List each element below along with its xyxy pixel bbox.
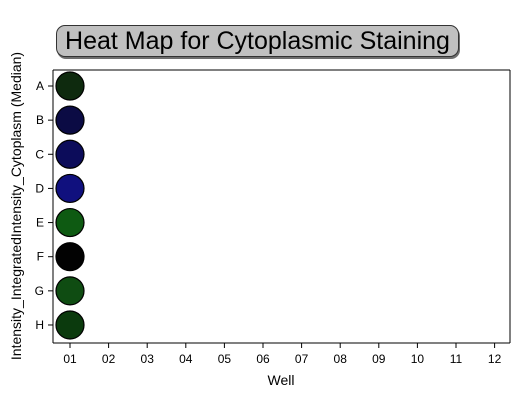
y-axis-label: Intensity_IntegratedIntensity_Cytoplasm … — [8, 52, 24, 360]
y-tick-label-c: C — [35, 147, 44, 161]
well-f01[interactable] — [55, 242, 85, 272]
y-tick-label-h: H — [35, 318, 44, 332]
x-tick-label-12: 12 — [488, 352, 502, 366]
x-tick-label-09: 09 — [372, 352, 386, 366]
well-g01[interactable] — [55, 276, 85, 306]
y-tick-label-e: E — [36, 216, 44, 230]
y-tick-label-b: B — [36, 113, 44, 127]
chart-title: Heat Map for Cytoplasmic Staining — [56, 25, 459, 57]
x-tick-label-10: 10 — [411, 352, 425, 366]
x-tick-label-08: 08 — [334, 352, 348, 366]
x-tick-label-03: 03 — [141, 352, 155, 366]
x-tick-label-05: 05 — [218, 352, 232, 366]
x-tick-label-06: 06 — [256, 352, 270, 366]
x-tick-label-07: 07 — [295, 352, 309, 366]
well-h01[interactable] — [55, 310, 85, 340]
well-c01[interactable] — [55, 139, 85, 169]
y-tick-label-a: A — [36, 79, 44, 93]
y-tick-label-d: D — [35, 181, 44, 195]
x-tick-label-02: 02 — [102, 352, 116, 366]
x-axis-label: Well — [268, 372, 295, 388]
well-a01[interactable] — [55, 71, 85, 101]
y-tick-label-g: G — [35, 284, 44, 298]
well-b01[interactable] — [55, 105, 85, 135]
well-e01[interactable] — [55, 207, 85, 238]
x-tick-label-01: 01 — [63, 352, 77, 366]
plot-area — [53, 70, 510, 343]
x-tick-label-04: 04 — [179, 352, 193, 366]
well-d01[interactable] — [55, 173, 85, 204]
y-tick-label-f: F — [37, 250, 44, 264]
x-tick-label-11: 11 — [450, 352, 463, 366]
